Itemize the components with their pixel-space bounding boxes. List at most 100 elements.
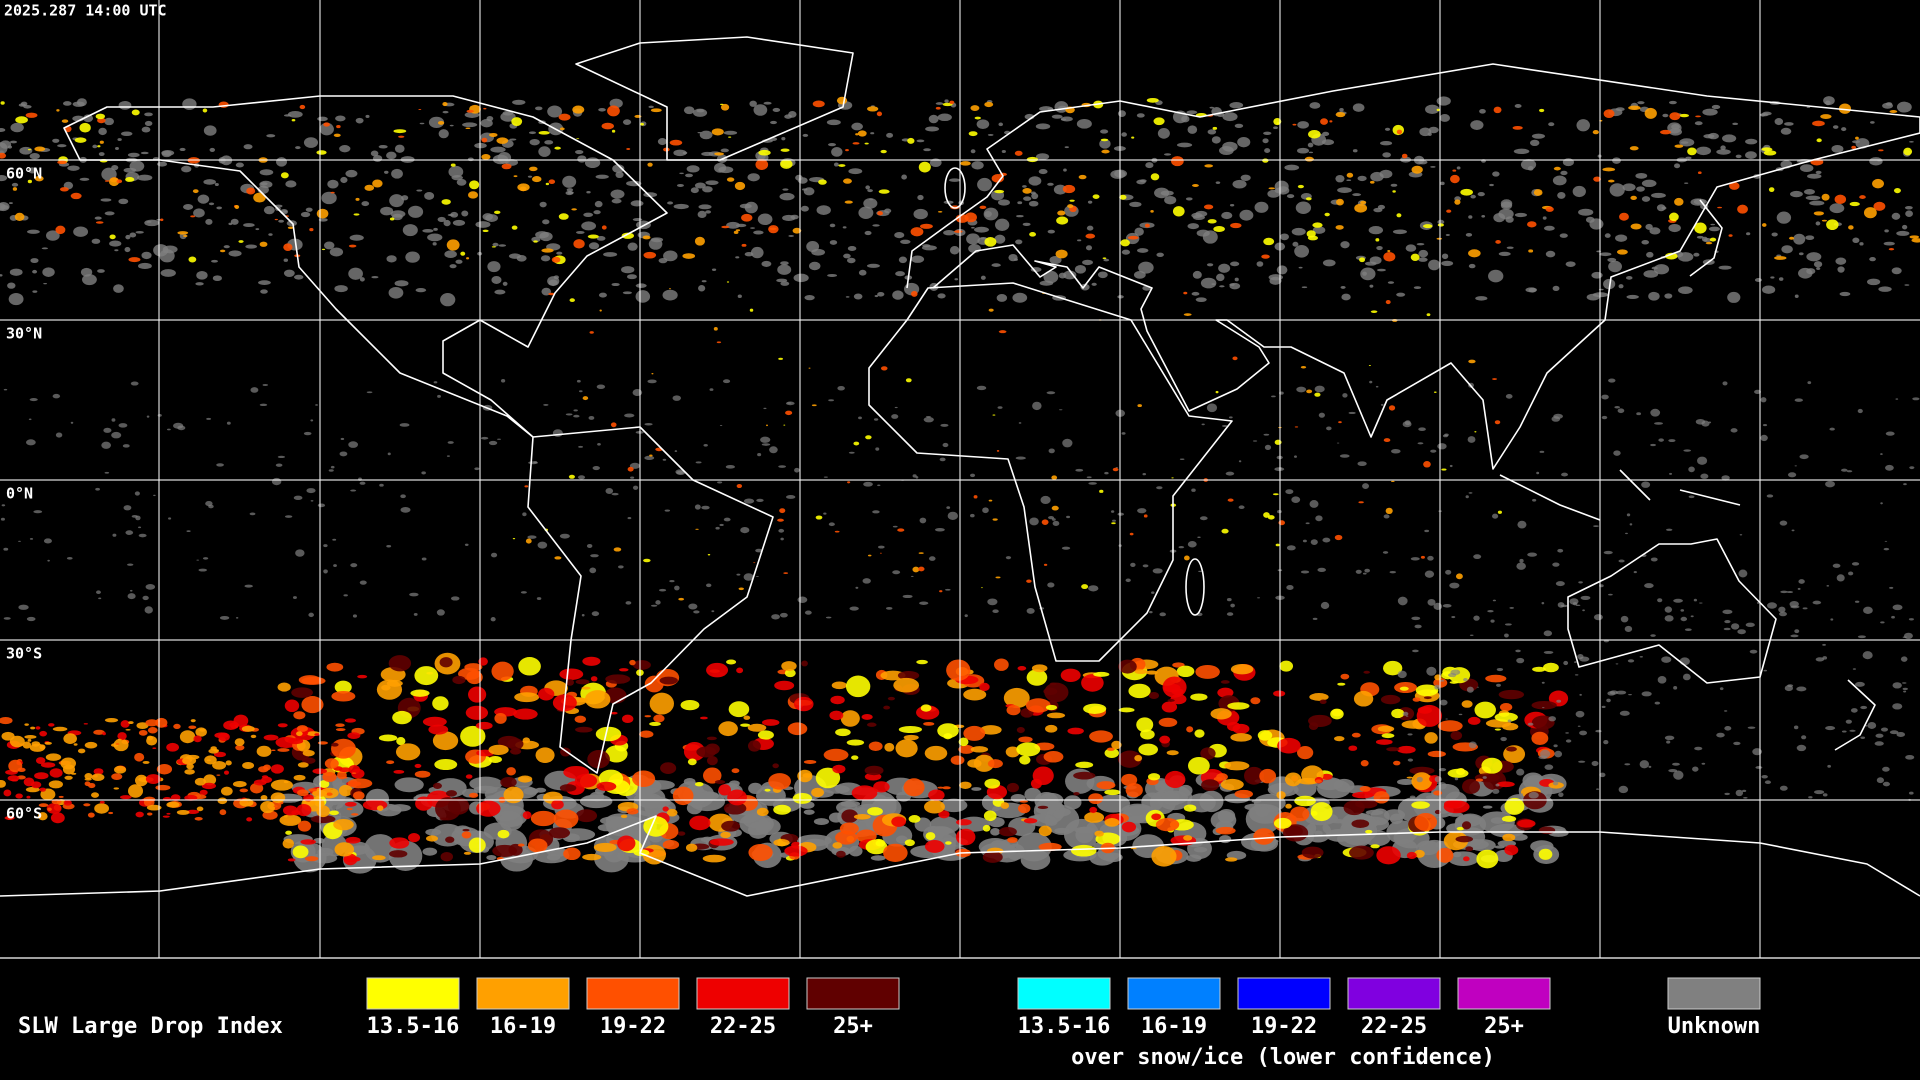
cloud-pixel <box>1428 259 1441 271</box>
cloud-pixel <box>1297 184 1304 189</box>
cloud-pixel <box>1022 188 1032 194</box>
cloud-pixel <box>1315 779 1322 784</box>
cloud-pixel <box>578 445 583 448</box>
cloud-pixel <box>1498 689 1525 700</box>
cloud-pixel <box>1532 498 1537 502</box>
cloud-pixel <box>1083 703 1107 714</box>
cloud-pixel <box>582 396 589 401</box>
cloud-pixel <box>753 562 756 564</box>
cloud-pixel <box>1615 234 1628 242</box>
cloud-pixel <box>644 455 655 461</box>
cloud-pixel <box>1176 142 1193 148</box>
cloud-pixel <box>1362 572 1367 575</box>
cloud-pixel <box>1465 846 1474 852</box>
cloud-pixel <box>702 186 713 193</box>
cloud-pixel <box>939 590 943 593</box>
cloud-pixel <box>202 557 209 560</box>
cloud-pixel <box>559 127 565 131</box>
cloud-pixel <box>330 738 356 759</box>
cloud-pixel <box>1315 515 1323 522</box>
cloud-pixel <box>973 754 995 772</box>
cloud-pixel <box>1076 118 1092 129</box>
cloud-pixel <box>1531 731 1549 745</box>
cloud-pixel <box>1698 602 1703 604</box>
cloud-pixel <box>1722 381 1728 386</box>
cloud-pixel <box>144 120 153 127</box>
cloud-pixel <box>478 657 488 666</box>
cloud-pixel <box>1244 766 1265 785</box>
cloud-pixel <box>1902 224 1908 230</box>
cloud-pixel <box>749 100 757 107</box>
cloud-pixel <box>1909 140 1914 143</box>
cloud-pixel <box>970 746 989 753</box>
cloud-pixel <box>1067 204 1074 209</box>
cloud-pixel <box>1738 569 1748 578</box>
cloud-pixel <box>516 254 527 262</box>
cloud-pixel <box>1255 806 1269 818</box>
cloud-pixel <box>1460 188 1473 196</box>
cloud-pixel <box>350 489 357 492</box>
cloud-pixel <box>1538 755 1548 760</box>
cloud-pixel <box>1267 515 1275 520</box>
cloud-pixel <box>1860 736 1866 739</box>
cloud-pixel <box>1418 249 1429 258</box>
cloud-pixel <box>1826 585 1830 587</box>
cloud-pixel <box>1477 191 1485 197</box>
cloud-pixel <box>1346 179 1352 181</box>
cloud-pixel <box>1185 197 1193 201</box>
cloud-pixel <box>80 267 93 277</box>
cloud-pixel <box>1424 570 1435 578</box>
cloud-pixel <box>1658 438 1664 442</box>
cloud-pixel <box>558 113 571 121</box>
cloud-pixel <box>992 518 998 521</box>
cloud-pixel <box>461 831 472 839</box>
cloud-pixel <box>1593 614 1603 621</box>
cloud-pixel <box>1659 129 1672 135</box>
cloud-pixel <box>1806 106 1811 109</box>
cloud-pixel <box>971 226 975 229</box>
cloud-pixel <box>1380 141 1393 146</box>
cloud-pixel <box>715 526 720 530</box>
cloud-pixel <box>1470 194 1476 199</box>
cloud-pixel <box>331 690 356 702</box>
cloud-pixel <box>774 680 795 691</box>
cloud-pixel <box>954 278 959 281</box>
cloud-pixel <box>1656 204 1666 212</box>
cloud-pixel <box>134 491 140 496</box>
cloud-pixel <box>1446 209 1452 213</box>
cloud-pixel <box>980 237 987 240</box>
cloud-pixel <box>335 728 346 732</box>
cloud-pixel <box>1607 691 1616 696</box>
cloud-pixel <box>1121 132 1127 137</box>
cloud-pixel <box>893 677 920 693</box>
cloud-pixel <box>1428 126 1439 134</box>
cloud-pixel <box>1291 496 1301 503</box>
cloud-pixel <box>1749 649 1758 654</box>
cloud-pixel <box>693 610 700 614</box>
cloud-pixel <box>778 528 785 533</box>
cloud-pixel <box>607 105 620 117</box>
cloud-pixel <box>1636 186 1645 192</box>
cloud-pixel <box>287 226 294 229</box>
cloud-pixel <box>359 481 366 485</box>
cloud-pixel <box>223 245 230 249</box>
legend-label: Unknown <box>1668 1014 1761 1039</box>
cloud-pixel <box>892 290 904 300</box>
cloud-pixel <box>336 125 341 129</box>
cloud-pixel <box>1639 760 1650 769</box>
cloud-pixel <box>706 583 712 588</box>
cloud-pixel <box>0 174 8 182</box>
cloud-pixel <box>1641 481 1651 488</box>
cloud-pixel <box>1504 844 1519 856</box>
cloud-pixel <box>1696 146 1712 156</box>
cloud-pixel <box>1903 147 1913 156</box>
cloud-pixel <box>1505 394 1513 399</box>
cloud-pixel <box>1335 225 1344 230</box>
cloud-pixel <box>988 308 994 312</box>
cloud-pixel <box>818 179 827 185</box>
cloud-pixel <box>1630 223 1642 230</box>
cloud-pixel <box>937 210 943 213</box>
cloud-pixel <box>30 258 39 264</box>
cloud-pixel <box>339 145 351 153</box>
cloud-pixel <box>1227 702 1250 710</box>
